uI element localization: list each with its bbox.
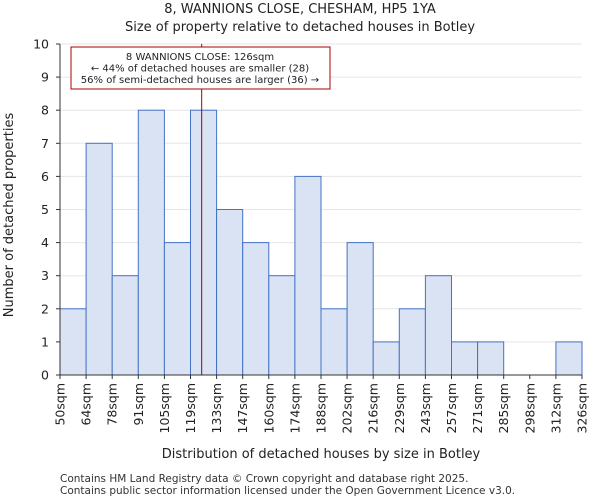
bar-271sqm	[477, 341, 505, 376]
y-tick-label-7: 7	[41, 136, 49, 151]
annotation-line1: 8 WANNIONS CLOSE: 126sqm	[126, 52, 274, 63]
bars	[59, 109, 583, 376]
y-tick-label-1: 1	[41, 334, 49, 349]
x-tick-label-160sqm: 160sqm	[261, 383, 276, 433]
bar-257sqm	[451, 341, 479, 376]
bar-312sqm	[555, 341, 583, 376]
x-tick-label-64sqm: 64sqm	[79, 383, 94, 426]
bar-202sqm	[346, 242, 374, 376]
y-axis-label: Number of detached properties	[2, 113, 17, 318]
y-tick-label-6: 6	[41, 169, 49, 184]
y-tick-label-9: 9	[41, 70, 49, 85]
bar-160sqm	[268, 275, 296, 376]
x-tick-label-229sqm: 229sqm	[392, 383, 407, 433]
annotation-border	[70, 46, 331, 90]
chart-title-line2: Size of property relative to detached ho…	[125, 20, 475, 35]
bar-229sqm	[398, 308, 426, 376]
x-tick-label-119sqm: 119sqm	[183, 383, 198, 433]
x-tick-label-285sqm: 285sqm	[496, 383, 511, 433]
bar-133sqm	[216, 209, 244, 376]
x-tick-label-271sqm: 271sqm	[470, 383, 485, 433]
x-tick-label-91sqm: 91sqm	[131, 383, 146, 426]
y-tick-label-4: 4	[41, 235, 49, 250]
annotation-line3: 56% of semi-detached houses are larger (…	[81, 75, 319, 86]
x-tick-label-78sqm: 78sqm	[105, 383, 120, 426]
y-tick-label-10: 10	[33, 37, 49, 52]
x-tick-label-133sqm: 133sqm	[209, 383, 224, 433]
bar-50sqm	[59, 308, 87, 376]
x-tick-label-202sqm: 202sqm	[340, 383, 355, 433]
x-tick-label-147sqm: 147sqm	[235, 383, 250, 433]
x-tick-label-243sqm: 243sqm	[418, 383, 433, 433]
footer-line1: Contains HM Land Registry data © Crown c…	[60, 473, 468, 485]
x-tick-label-50sqm: 50sqm	[53, 383, 68, 426]
x-ticks: 50sqm 64sqm 78sqm 91sqm 105sqm 119sqm 133sqm 14…	[53, 375, 590, 433]
y-tick-label-5: 5	[41, 202, 49, 217]
chart-title-line1: 8, WANNIONS CLOSE, CHESHAM, HP5 1YA	[164, 2, 436, 17]
x-tick-label-298sqm: 298sqm	[522, 383, 537, 433]
bar-64sqm	[85, 142, 113, 376]
bar-91sqm	[137, 109, 165, 376]
annotation-line2: ← 44% of detached houses are smaller (28…	[91, 64, 309, 75]
y-tick-label-8: 8	[41, 103, 49, 118]
x-tick-label-312sqm: 312sqm	[548, 383, 563, 433]
x-tick-label-216sqm: 216sqm	[366, 383, 381, 433]
x-tick-label-326sqm: 326sqm	[575, 383, 590, 433]
y-tick-label-3: 3	[41, 268, 49, 283]
x-axis-label: Distribution of detached houses by size …	[162, 447, 481, 462]
x-tick-label-188sqm: 188sqm	[314, 383, 329, 433]
bar-188sqm	[320, 308, 348, 376]
y-tick-label-2: 2	[41, 301, 49, 316]
y-ticks: 0 1 2 3 4 5 6 7 8 9 10	[33, 37, 60, 383]
bar-78sqm	[111, 275, 139, 376]
x-tick-label-257sqm: 257sqm	[444, 383, 459, 433]
x-tick-label-174sqm: 174sqm	[287, 383, 302, 433]
footer-line2: Contains public sector information licen…	[60, 485, 515, 497]
x-tick-label-105sqm: 105sqm	[157, 383, 172, 433]
bar-216sqm	[372, 341, 400, 376]
y-tick-label-0: 0	[41, 368, 49, 383]
bar-174sqm	[294, 175, 322, 376]
bar-147sqm	[242, 242, 270, 376]
bar-105sqm	[163, 242, 191, 376]
bar-119sqm	[190, 109, 218, 376]
annotation-box: 8 WANNIONS CLOSE: 126sqm ← 44% of detach…	[70, 46, 331, 90]
bar-243sqm	[424, 275, 452, 376]
